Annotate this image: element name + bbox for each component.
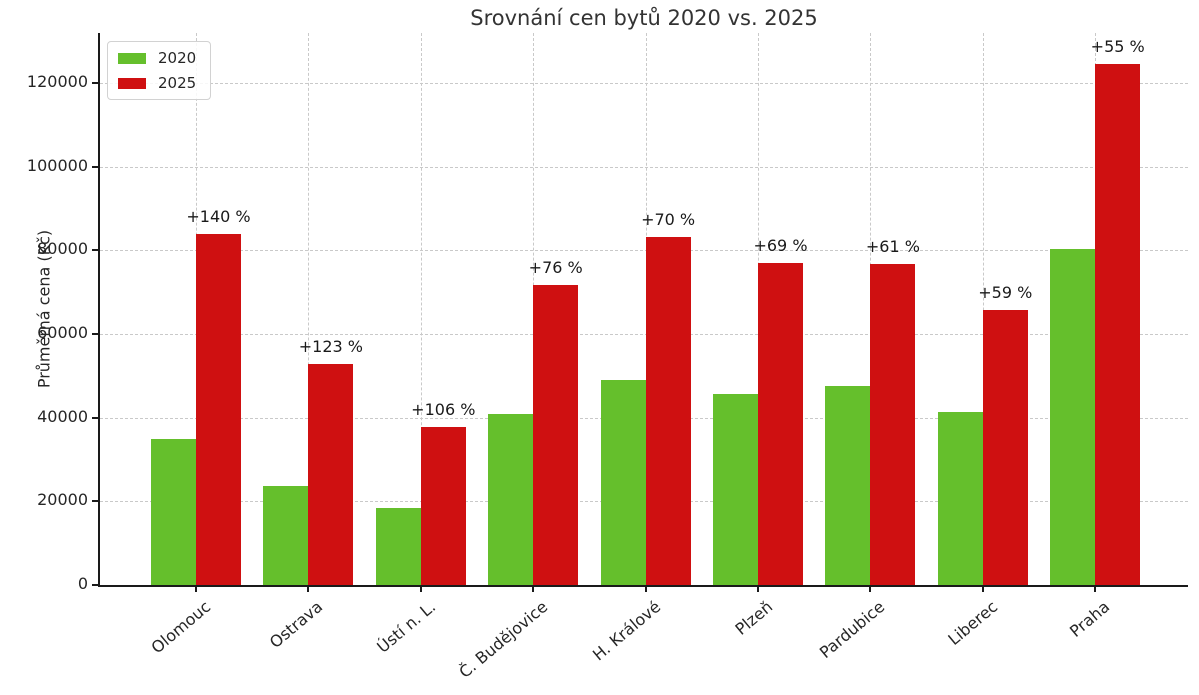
bar-2025-Olomouc	[196, 233, 241, 585]
chart-title: Srovnání cen bytů 2020 vs. 2025	[470, 6, 818, 30]
pct-change-annotation: +69 %	[753, 235, 808, 255]
gridline-vertical	[308, 33, 310, 585]
legend-item-2025: 2025	[118, 74, 196, 92]
legend-label-2025: 2025	[158, 74, 197, 92]
y-tick-mark	[92, 584, 99, 586]
bar-2025-Ústí n. L.	[420, 426, 466, 585]
x-tick-mark	[869, 585, 872, 592]
y-tick-label: 80000	[37, 239, 88, 259]
bar-2025-Liberec	[982, 309, 1028, 585]
legend-label-2020: 2020	[158, 49, 197, 67]
gridline-vertical	[982, 33, 984, 585]
y-tick-mark	[92, 82, 99, 85]
x-tick-mark	[757, 585, 759, 592]
y-tick-mark	[92, 165, 99, 168]
x-tick-mark	[644, 585, 647, 592]
bar-2025-Č. Budějovice	[533, 284, 579, 585]
y-tick-label: 0	[77, 574, 88, 593]
bar-2020-Pardubice	[825, 385, 871, 585]
y-tick-label: 40000	[37, 406, 88, 426]
pct-change-annotation: +123 %	[298, 336, 363, 356]
x-tick-mark	[419, 585, 422, 592]
y-tick-mark	[92, 333, 99, 336]
x-axis-spine	[98, 585, 1188, 587]
bar-2020-Liberec	[937, 411, 983, 585]
gridline-horizontal	[100, 166, 1188, 168]
gridline-horizontal	[100, 83, 1188, 85]
bar-2020-Č. Budějovice	[488, 414, 534, 585]
pct-change-annotation: +59 %	[978, 282, 1033, 302]
pct-change-annotation: +61 %	[865, 236, 920, 256]
y-tick-label: 100000	[26, 155, 88, 175]
pct-change-annotation: +70 %	[641, 209, 696, 229]
y-tick-label: 120000	[26, 72, 88, 92]
x-tick-label: Olomouc	[147, 597, 215, 658]
pct-change-annotation: +55 %	[1090, 37, 1145, 57]
x-tick-mark	[307, 585, 310, 592]
bar-2020-Ústí n. L.	[375, 508, 421, 585]
legend: 2020 2025	[107, 41, 212, 100]
legend-swatch-2020	[118, 52, 146, 64]
gridline-horizontal	[100, 250, 1188, 252]
x-tick-mark	[195, 585, 197, 592]
y-tick-label: 60000	[37, 323, 88, 343]
x-tick-mark	[1094, 585, 1097, 592]
bar-2020-Plzeň	[713, 394, 758, 585]
y-tick-mark	[92, 416, 99, 419]
pct-change-annotation: +76 %	[528, 257, 583, 277]
y-tick-mark	[92, 249, 99, 252]
bar-2025-Ostrava	[308, 363, 354, 585]
y-tick-label: 20000	[37, 490, 88, 510]
gridline-vertical	[420, 33, 422, 585]
pct-change-annotation: +140 %	[186, 206, 251, 226]
bar-2020-Praha	[1050, 249, 1096, 585]
bar-2025-H. Králové	[645, 236, 691, 585]
bar-2025-Praha	[1095, 64, 1141, 585]
gridline-horizontal	[100, 334, 1188, 336]
pct-change-annotation: +106 %	[411, 399, 476, 419]
y-axis-spine	[98, 33, 100, 587]
y-tick-mark	[92, 500, 99, 503]
x-tick-mark	[532, 585, 535, 592]
legend-item-2020: 2020	[118, 49, 196, 67]
bar-2020-Olomouc	[151, 438, 196, 585]
bar-2020-Ostrava	[263, 485, 309, 585]
x-tick-mark	[981, 585, 984, 592]
bar-2025-Pardubice	[870, 263, 916, 585]
legend-swatch-2025	[118, 77, 146, 89]
bar-2020-H. Králové	[600, 380, 646, 585]
bar-2025-Plzeň	[758, 262, 803, 585]
